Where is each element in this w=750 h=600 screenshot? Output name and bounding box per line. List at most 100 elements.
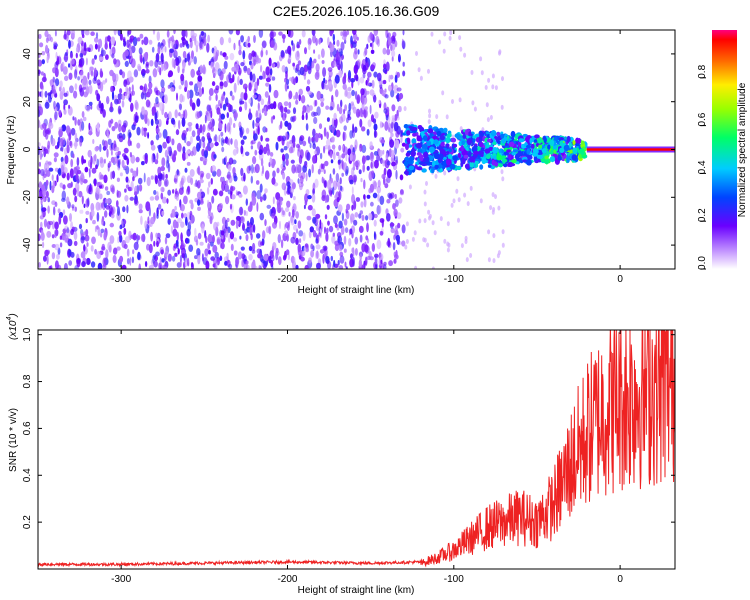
spectrogram-cell	[404, 244, 408, 250]
spectrogram-cell	[126, 157, 130, 166]
spectrogram-cell	[57, 208, 61, 214]
spectrogram-cell	[43, 255, 47, 262]
spectrogram-cell	[327, 80, 332, 88]
spectrogram-cell	[168, 135, 172, 143]
spectrogram-cell	[403, 124, 409, 129]
spectrogram-cell	[286, 78, 290, 86]
spectrogram-cell	[76, 169, 82, 175]
spectrogram-cell	[122, 206, 126, 213]
spectrogram-cell	[452, 198, 456, 204]
spectrogram-cell	[264, 91, 269, 98]
spectrogram-cell	[391, 56, 394, 62]
spectrogram-cell	[199, 64, 203, 74]
y-tick-label: -20	[22, 190, 33, 205]
spectrogram-cell	[190, 262, 194, 268]
spectrogram-cell	[337, 155, 342, 160]
spectrogram-cell	[526, 144, 531, 149]
spectrogram-cell	[391, 104, 396, 112]
spectrogram-cell	[63, 103, 66, 111]
spectrogram-cell	[197, 206, 201, 211]
spectrogram-cell	[372, 243, 375, 252]
spectrogram-cell	[338, 144, 342, 151]
spectrogram-cell	[164, 94, 168, 104]
spectrogram-cell	[364, 155, 367, 162]
spectrogram-cell	[109, 222, 115, 228]
spectrogram-cell	[489, 205, 493, 211]
spectrogram-cell	[149, 60, 154, 67]
spectrogram-cell	[143, 172, 146, 183]
spectrogram-cell	[102, 264, 107, 269]
spectrogram-cell	[86, 242, 89, 247]
spectrogram-cell	[394, 139, 400, 149]
spectrogram-cell	[148, 75, 152, 84]
spectrogram-cell	[364, 47, 368, 56]
spectrogram-cell	[161, 157, 166, 167]
spectrogram-cell	[143, 127, 148, 132]
spectrogram-cell	[331, 124, 335, 134]
spectrogram-cell	[415, 51, 418, 56]
spectrogram-cell	[550, 149, 554, 155]
spectrogram-cell	[494, 85, 498, 91]
spectrogram-cell	[226, 112, 229, 119]
spectrogram-cell	[281, 135, 287, 142]
spectrogram-cell	[245, 151, 250, 157]
spectrogram-cell	[384, 94, 389, 99]
spectrogram-cell	[41, 145, 44, 153]
spectrogram-cell	[178, 187, 184, 195]
spectrogram-cell	[385, 114, 389, 121]
spectrogram-cell	[265, 82, 270, 87]
spectrogram-cell	[194, 255, 198, 260]
spectrogram-cell	[53, 157, 58, 163]
spectrogram-cell	[392, 203, 396, 210]
spectrogram-cell	[285, 158, 289, 167]
spectrogram-cell	[303, 246, 307, 254]
spectrogram-cell	[464, 239, 468, 245]
spectrogram-cell	[188, 125, 192, 132]
spectrogram-cell	[129, 38, 134, 43]
spectrogram-cell	[175, 221, 179, 229]
spectrogram-cell	[543, 136, 547, 144]
spectrogram-cell	[112, 254, 117, 264]
spectrogram-cell	[398, 56, 401, 62]
spectrogram-cell	[135, 101, 139, 111]
spectrogram-cell	[72, 116, 75, 121]
spectrogram-cell	[395, 169, 398, 180]
spectrogram-cell	[150, 140, 154, 146]
spectrogram-cell	[189, 220, 192, 226]
spectrogram-cell	[337, 235, 343, 244]
snr-multiplier-exp: 4	[6, 317, 13, 321]
spectrogram-cell	[222, 180, 227, 185]
spectrogram-cell	[354, 248, 358, 256]
spectrogram-cell	[275, 250, 280, 256]
spectrogram-cell	[281, 65, 286, 73]
spectrogram-cell	[224, 183, 229, 193]
spectrogram-cell	[209, 216, 213, 225]
spectrogram-cell	[411, 236, 415, 242]
spectrogram-cell	[343, 162, 348, 173]
spectrogram-cell	[280, 148, 284, 153]
spectrogram-cell	[167, 189, 172, 196]
spectrogram-cell	[151, 46, 155, 53]
spectrogram-cell	[231, 95, 235, 101]
spectrogram-cell	[414, 265, 418, 269]
spectrogram-cell	[428, 155, 434, 162]
spectrogram-cell	[226, 174, 231, 179]
spectrogram-cell	[247, 42, 251, 48]
spectrogram-cell	[138, 203, 143, 210]
spectrogram-cell	[93, 67, 97, 78]
spectrogram-cell	[161, 210, 165, 216]
spectrogram-cell	[187, 238, 190, 244]
spectrogram-cell	[154, 175, 158, 185]
spectrogram-cell	[421, 163, 427, 167]
spectrogram-cell	[309, 226, 314, 233]
spectrogram-cell	[194, 40, 199, 48]
spectrogram-cell	[428, 215, 431, 221]
spectrogram-cell	[202, 140, 206, 149]
colorbar-ticks: 0.00.20.40.60.8	[697, 64, 708, 270]
spectrogram-cell	[372, 192, 378, 199]
spectrogram-cell	[189, 81, 194, 86]
spectrogram-cell	[295, 211, 299, 219]
spectrogram-cell	[256, 233, 261, 239]
spectrogram-cell	[378, 253, 384, 261]
